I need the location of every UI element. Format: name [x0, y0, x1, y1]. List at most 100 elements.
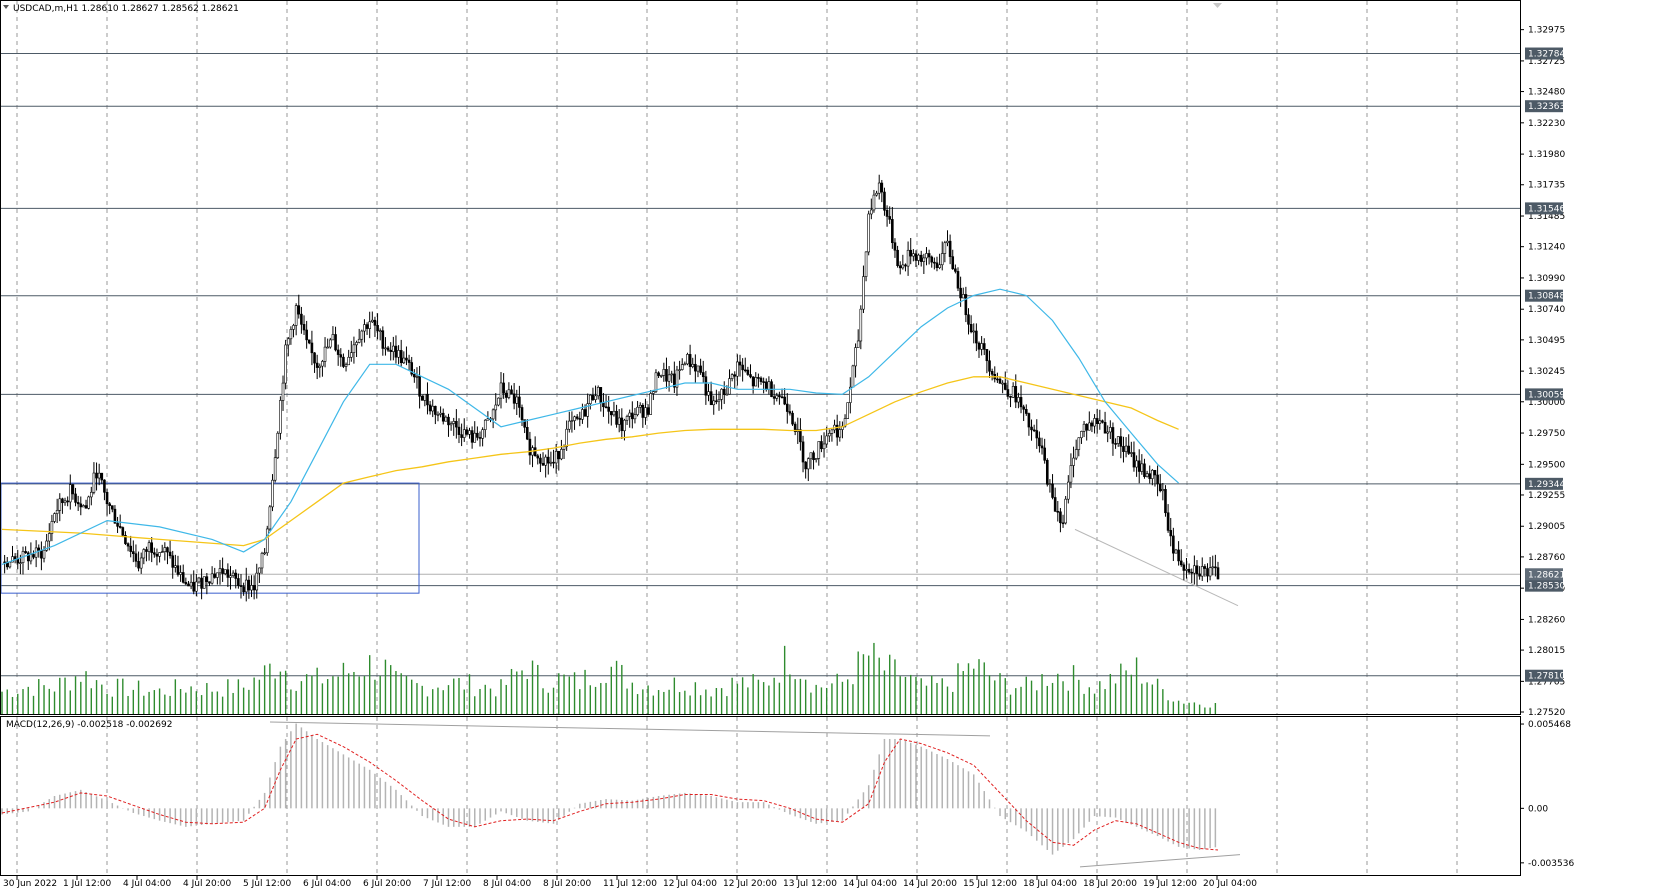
candle-body: [273, 457, 277, 481]
current-price-tag: [1525, 568, 1563, 581]
candle-body: [704, 376, 708, 396]
candle-body: [1182, 564, 1186, 571]
time-tick-label: 7 Jul 12:00: [423, 879, 472, 889]
candle-body: [959, 287, 962, 299]
candle-body: [725, 393, 729, 396]
candle-body: [667, 374, 671, 382]
candle-body: [678, 369, 681, 371]
candle-body: [701, 372, 705, 378]
candle-body: [946, 240, 949, 244]
candle-body: [468, 430, 471, 435]
candle-body: [229, 575, 232, 578]
candle-body: [95, 472, 98, 479]
candle-body: [793, 423, 797, 432]
candle-body: [394, 345, 398, 358]
time-tick-label: 30 Jun 2022: [3, 879, 57, 889]
candle-body: [828, 433, 831, 437]
macd-axis: 0.005468 0.00 -0.003536: [1520, 720, 1574, 869]
candle-body: [583, 409, 587, 417]
price-tick-label: 1.30740: [1528, 305, 1565, 315]
candle-body: [218, 568, 222, 574]
candle-body: [462, 429, 466, 438]
candle-body: [1095, 418, 1099, 425]
candle-body: [1177, 549, 1180, 562]
candle-body: [373, 319, 377, 326]
candle-body: [867, 213, 870, 253]
macd-tick-label: -0.003536: [1528, 859, 1574, 869]
candle-body: [1187, 568, 1191, 573]
candle-body: [129, 545, 132, 552]
candle-body: [688, 354, 692, 367]
candle-body: [1103, 422, 1107, 434]
chart-shift-marker-icon[interactable]: [1213, 3, 1222, 8]
candle-body: [880, 182, 884, 193]
candle-body: [854, 347, 857, 367]
time-tick-label: 5 Jul 12:00: [243, 879, 292, 889]
candle-body: [281, 382, 285, 401]
candle-body: [92, 472, 96, 493]
price-tick-label: 1.29750: [1528, 429, 1565, 439]
candle-body: [699, 365, 702, 373]
candle-body: [788, 411, 792, 414]
candle-body: [160, 551, 164, 553]
candle-body: [423, 393, 427, 401]
candle-body: [347, 356, 350, 366]
candle-body: [846, 402, 849, 419]
candle-body: [242, 586, 245, 593]
candle-body: [1074, 449, 1078, 459]
candle-body: [189, 581, 193, 587]
candle-body: [1088, 422, 1091, 431]
candle-body: [581, 409, 584, 420]
candle-body: [392, 345, 395, 352]
candle-body: [139, 557, 143, 569]
candle-body: [213, 573, 217, 578]
candle-body: [407, 359, 411, 363]
time-tick-label: 20 Jul 04:00: [1203, 879, 1257, 889]
price-tick-label: 1.30000: [1528, 398, 1565, 408]
time-tick-label: 6 Jul 20:00: [363, 879, 412, 889]
candle-body: [153, 552, 156, 555]
candle-body: [835, 424, 839, 438]
candle-body: [1195, 565, 1199, 575]
candle-body: [1143, 463, 1146, 477]
candle-body: [1206, 568, 1209, 577]
candle-body: [741, 364, 744, 371]
candle-body: [1169, 530, 1173, 537]
candle-body: [977, 342, 981, 350]
candle-body: [525, 426, 529, 440]
price-tick-label: 1.31980: [1528, 150, 1565, 160]
candle-body: [441, 412, 445, 422]
candle-body: [1043, 447, 1046, 461]
candle-body: [518, 396, 521, 408]
candle-body: [302, 324, 306, 331]
candle-body: [168, 551, 172, 557]
candle-body: [26, 552, 30, 562]
candle-body: [13, 556, 17, 560]
candle-body: [554, 450, 558, 464]
candle-body: [171, 555, 175, 568]
symbol-dropdown-icon[interactable]: [3, 5, 9, 9]
price-tick-label: 1.32975: [1528, 26, 1565, 36]
candle-body: [76, 502, 80, 505]
candle-body: [680, 364, 684, 370]
candle-body: [53, 513, 56, 522]
candle-body: [497, 397, 500, 406]
time-tick-label: 6 Jul 04:00: [303, 879, 352, 889]
candle-body: [250, 585, 253, 591]
candle-body: [1148, 473, 1152, 479]
candle-body: [32, 554, 35, 558]
candle-body: [610, 411, 613, 416]
price-tick-label: 1.29005: [1528, 522, 1565, 532]
candle-body: [1111, 427, 1115, 444]
candle-body: [964, 294, 968, 316]
candle-body: [859, 308, 863, 342]
candle-body: [378, 330, 382, 333]
macd-tick-label: 0.005468: [1528, 720, 1571, 730]
candle-body: [780, 396, 784, 399]
candle-body: [134, 553, 138, 562]
candle-body: [1145, 473, 1149, 477]
candle-body: [42, 549, 46, 559]
candle-body: [533, 447, 537, 457]
candle-body: [673, 373, 676, 388]
